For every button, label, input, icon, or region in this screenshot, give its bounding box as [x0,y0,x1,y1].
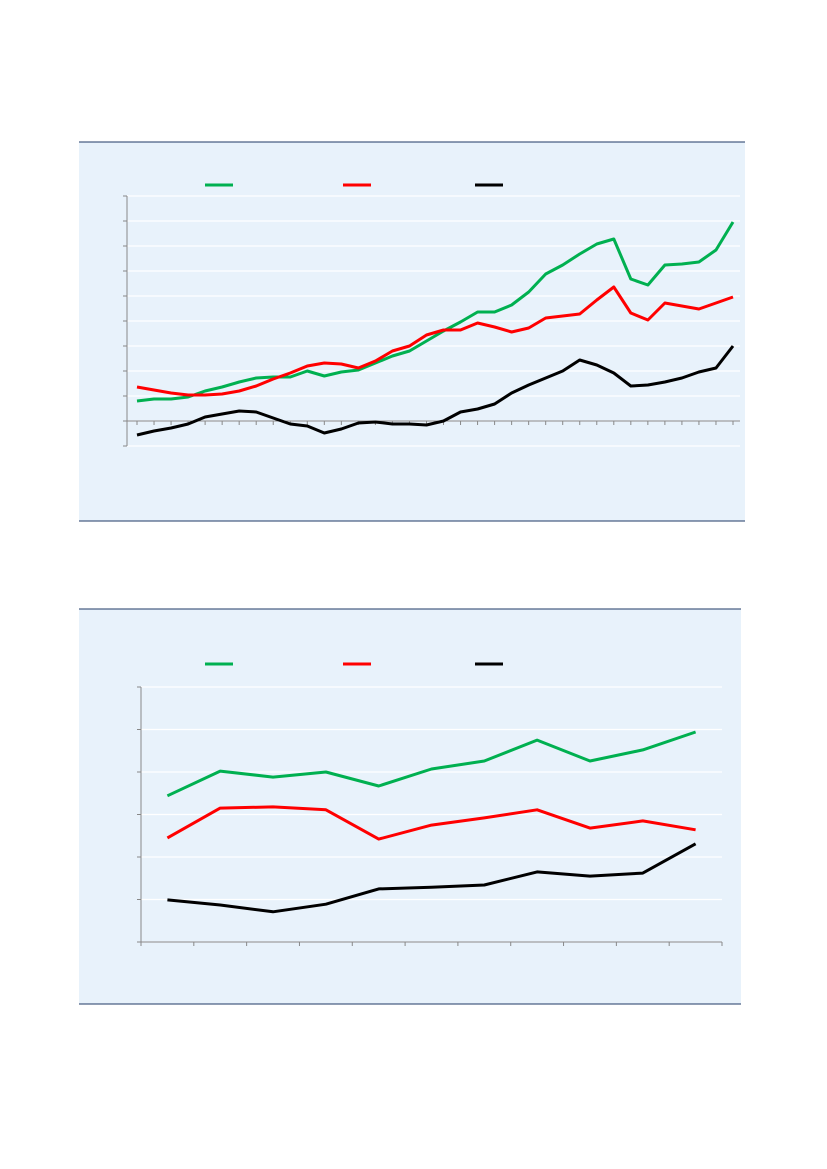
series-line [166,805,696,841]
series-line [166,730,697,798]
series-line [136,345,735,437]
panel [79,142,745,521]
series-line [136,221,735,403]
panel [79,609,741,1004]
series-line [136,285,734,397]
series-line [167,842,697,914]
